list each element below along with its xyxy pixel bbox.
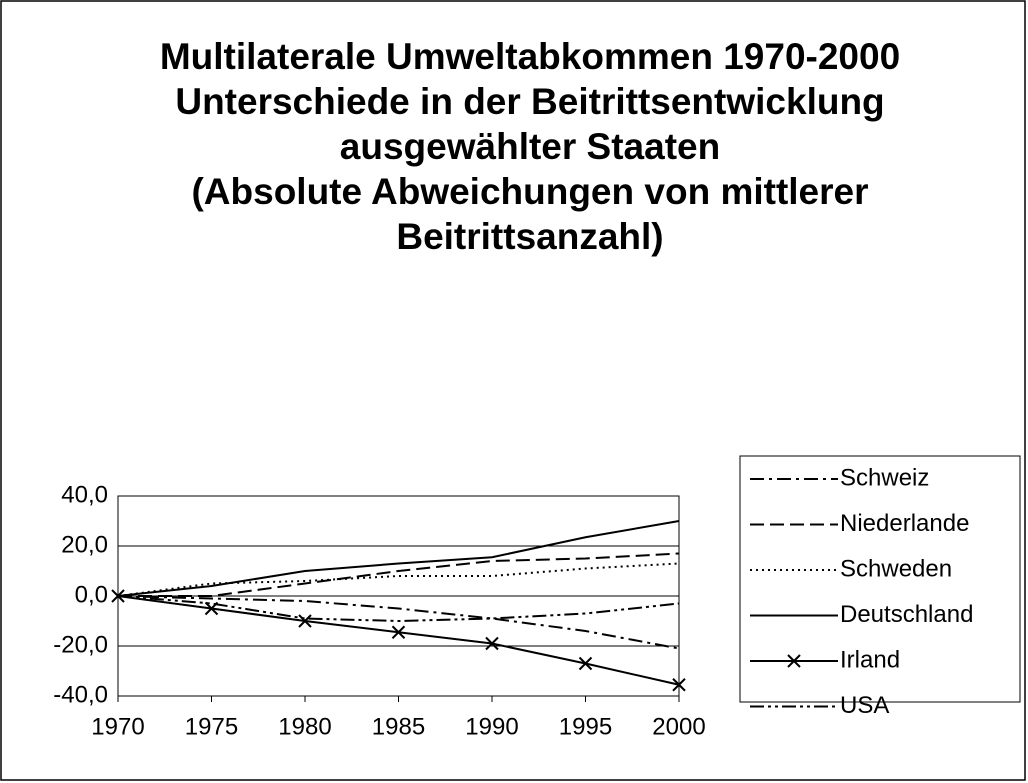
- x-tick-label: 1975: [185, 713, 238, 740]
- series-line: [117, 520, 680, 597]
- y-tick-label: 0,0: [75, 581, 108, 608]
- title-line: Unterschiede in der Beitrittsentwicklung…: [175, 81, 885, 167]
- x-tick-label: 1970: [91, 713, 144, 740]
- legend-label: Schweiz: [840, 464, 929, 491]
- legend-label: Deutschland: [840, 601, 973, 628]
- series-line: [117, 595, 680, 623]
- x-tick-label: 1990: [465, 713, 518, 740]
- legend-label: USA: [840, 692, 889, 719]
- y-tick-label: -20,0: [53, 631, 108, 658]
- x-tick-label: 2000: [652, 713, 705, 740]
- legend-box: [739, 455, 1021, 703]
- legend-marker: [787, 654, 801, 668]
- marker: [578, 656, 593, 671]
- legend-label: Schweden: [840, 555, 952, 582]
- marker: [485, 636, 499, 651]
- x-tick-label: 1995: [559, 713, 612, 740]
- y-tick-label: -40,0: [53, 681, 108, 708]
- x-tick-label: 1985: [372, 713, 425, 740]
- marker: [391, 625, 406, 639]
- legend-label: Niederlande: [840, 510, 969, 537]
- marker: [298, 614, 312, 628]
- chart-title: Multilaterale Umweltabkommen 1970-2000 Un…: [130, 34, 930, 259]
- y-tick-label: 20,0: [61, 531, 108, 558]
- title-line: (Absolute Abweichungen von mittlerer Bei…: [191, 171, 869, 257]
- y-tick-label: 40,0: [61, 481, 108, 508]
- series-line: [118, 552, 680, 597]
- title-line: Multilaterale Umweltabkommen 1970-2000: [159, 36, 901, 77]
- series-line: [117, 562, 680, 597]
- series-line: [117, 595, 680, 650]
- marker: [672, 678, 686, 692]
- x-tick-label: 1980: [278, 713, 331, 740]
- legend-label: Irland: [840, 646, 900, 673]
